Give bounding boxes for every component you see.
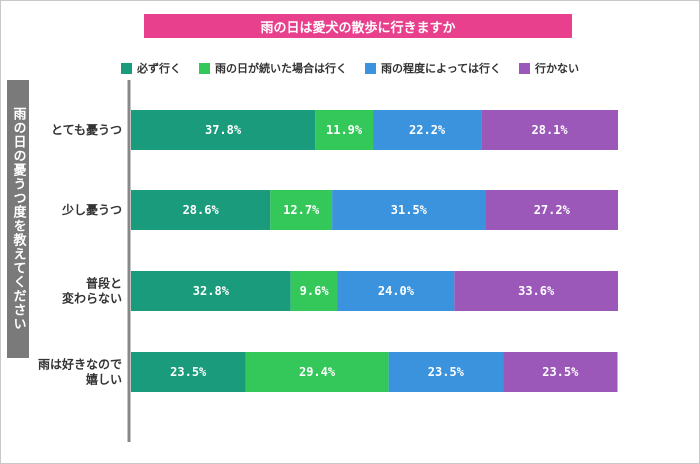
- data-label: 23.5%: [542, 365, 579, 379]
- legend-swatch: [121, 62, 133, 74]
- bar-segment: [315, 110, 374, 150]
- category-label: 普段と: [86, 276, 122, 291]
- bar-segment: [337, 271, 455, 311]
- bar-segment: [485, 190, 618, 230]
- legend: 必ず行く 雨の日が続いた場合は行く 雨の程度によっては行く 行かない: [0, 60, 700, 76]
- data-label: 32.8%: [193, 284, 230, 298]
- data-label: 37.8%: [205, 123, 242, 137]
- data-label: 29.4%: [299, 365, 336, 379]
- bar-segment: [131, 271, 291, 311]
- bar-segment: [131, 352, 246, 392]
- data-label: 11.9%: [326, 123, 363, 137]
- bar-segment: [454, 271, 618, 311]
- legend-label: 雨の日が続いた場合は行く: [215, 62, 348, 75]
- bar-segment: [290, 271, 338, 311]
- bar-segment: [131, 190, 271, 230]
- data-label: 33.6%: [518, 284, 555, 298]
- chart-title: 雨の日は愛犬の散歩に行きますか: [144, 14, 572, 38]
- category-label: 変わらない: [62, 291, 122, 306]
- bar-segment: [270, 190, 333, 230]
- data-label: 28.6%: [183, 203, 220, 217]
- legend-label: 雨の程度によっては行く: [381, 62, 501, 75]
- legend-label: 必ず行く: [137, 62, 182, 75]
- data-label: 23.5%: [428, 365, 465, 379]
- data-label: 24.0%: [378, 284, 415, 298]
- bar-segment: [131, 110, 316, 150]
- bar-segment: [332, 190, 486, 230]
- data-label: 28.1%: [532, 123, 569, 137]
- y-axis-title-text: 雨の日の憂うつ度を教えてください: [10, 107, 26, 331]
- legend-item: 雨の程度によっては行く: [365, 60, 501, 76]
- legend-item: 必ず行く: [121, 60, 181, 76]
- chart-title-text: 雨の日は愛犬の散歩に行きますか: [260, 20, 456, 36]
- bar-segment: [503, 352, 618, 392]
- bar-segment: [388, 352, 504, 392]
- legend-label: 行かない: [534, 62, 579, 75]
- data-label: 22.2%: [409, 123, 446, 137]
- category-label: とても憂うつ: [51, 123, 122, 137]
- legend-swatch: [365, 62, 377, 74]
- bar-segment: [373, 110, 482, 150]
- data-label: 23.5%: [170, 365, 207, 379]
- data-label: 9.6%: [300, 284, 330, 298]
- legend-swatch: [199, 62, 211, 74]
- data-label: 31.5%: [391, 203, 428, 217]
- legend-item: 雨の日が続いた場合は行く: [199, 60, 347, 76]
- data-label: 12.7%: [283, 203, 320, 217]
- category-label: 少し憂うつ: [61, 202, 122, 217]
- data-label: 27.2%: [534, 203, 571, 217]
- category-label: 嬉しい: [86, 372, 122, 387]
- legend-item: 行かない: [518, 60, 579, 76]
- bar-segment: [481, 110, 618, 150]
- category-label: 雨は好きなので: [38, 357, 122, 372]
- y-axis-title: 雨の日の憂うつ度を教えてください: [7, 80, 29, 358]
- bar-segment: [245, 352, 389, 392]
- legend-swatch: [518, 62, 530, 74]
